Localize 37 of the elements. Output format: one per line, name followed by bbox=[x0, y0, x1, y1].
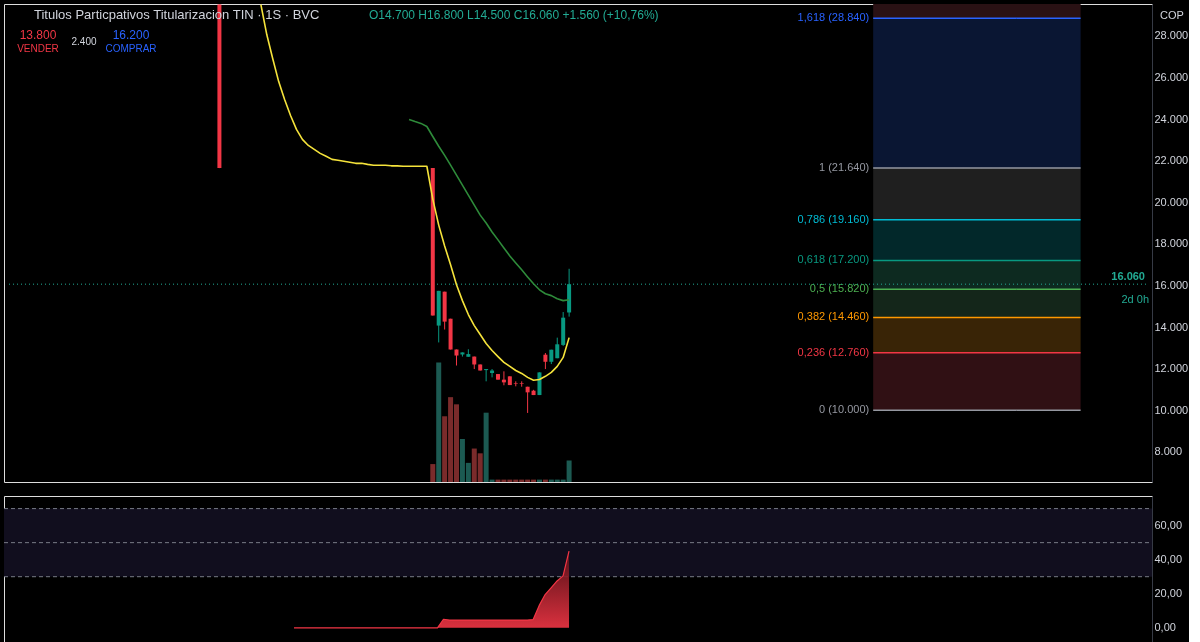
y-tick-label: 14.000 bbox=[1154, 320, 1189, 333]
y-tick-label: 28.000 bbox=[1154, 29, 1189, 42]
y-tick-label: 12.000 bbox=[1154, 362, 1189, 375]
ref-line-label: 0 (10.000) bbox=[819, 403, 870, 416]
y-tick-label: 16.000 bbox=[1154, 278, 1189, 291]
bar bbox=[430, 464, 436, 482]
ref-line-label: 0,618 (17.200) bbox=[797, 253, 870, 266]
annotation: 2d 0h bbox=[1121, 293, 1149, 305]
bar bbox=[436, 362, 442, 482]
annotation: COMPRAR bbox=[105, 43, 157, 54]
ref-line-label: 1,618 (28.840) bbox=[797, 11, 870, 24]
text: COP bbox=[1160, 9, 1184, 21]
y-tick-label: 20.000 bbox=[1154, 195, 1189, 208]
y-tick-label: 0,00 bbox=[1154, 621, 1176, 634]
ref-line-label: 0,5 (15.820) bbox=[809, 282, 870, 295]
annotation: 16.200 bbox=[112, 28, 150, 42]
candlestick bbox=[525, 386, 530, 414]
candlestick bbox=[484, 368, 489, 382]
y-tick-label: 24.000 bbox=[1154, 112, 1189, 125]
ref-line-label: 1 (21.640) bbox=[819, 161, 870, 174]
annotation: 13.800 bbox=[19, 28, 57, 42]
ref-line-label: 0,236 (12.760) bbox=[797, 345, 870, 358]
y-tick-label: 26.000 bbox=[1154, 70, 1189, 83]
annotation: VENDER bbox=[17, 43, 59, 54]
candlestick bbox=[519, 380, 524, 388]
ref-line-label: 0,786 (19.160) bbox=[797, 212, 870, 225]
y-tick-label: 20,00 bbox=[1154, 587, 1183, 600]
annotation: O14.700 H16.800 L14.500 C16.060 +1.560 (+10,76%) bbox=[369, 8, 659, 22]
y-tick-label: 8.000 bbox=[1154, 445, 1183, 458]
ref-line-label: 16.060 bbox=[1111, 270, 1145, 283]
ref-line-label: 0,382 (14.460) bbox=[797, 310, 870, 323]
y-tick-label: 10.000 bbox=[1154, 403, 1189, 416]
y-tick-label: 18.000 bbox=[1154, 237, 1189, 250]
y-tick-label: 60,00 bbox=[1154, 519, 1183, 532]
y-tick-label: 22.000 bbox=[1154, 154, 1189, 167]
annotation: 2.400 bbox=[71, 36, 97, 47]
y-tick-label: 40,00 bbox=[1154, 553, 1183, 566]
